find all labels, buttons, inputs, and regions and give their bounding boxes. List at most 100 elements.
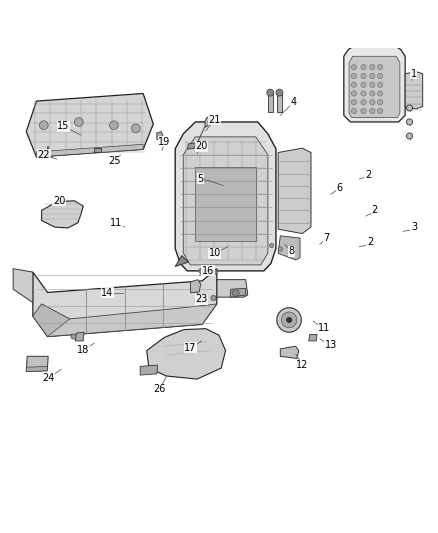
Circle shape (378, 108, 383, 114)
Text: 15: 15 (57, 122, 70, 131)
Circle shape (351, 91, 357, 96)
Polygon shape (33, 304, 217, 336)
Circle shape (281, 312, 297, 328)
Polygon shape (278, 236, 300, 260)
Circle shape (212, 269, 217, 274)
Text: 1: 1 (411, 69, 417, 79)
Circle shape (361, 108, 366, 114)
Polygon shape (231, 288, 246, 297)
Polygon shape (13, 269, 33, 303)
Polygon shape (26, 366, 47, 372)
Polygon shape (157, 132, 163, 140)
Circle shape (267, 89, 274, 96)
Circle shape (406, 119, 413, 125)
Text: 23: 23 (195, 294, 208, 304)
Text: 16: 16 (202, 266, 214, 276)
Circle shape (378, 82, 383, 87)
Circle shape (110, 121, 118, 130)
Polygon shape (203, 280, 248, 297)
Text: 13: 13 (325, 341, 337, 350)
Polygon shape (147, 329, 226, 379)
Text: 26: 26 (154, 384, 166, 394)
Circle shape (351, 82, 357, 87)
Circle shape (370, 91, 375, 96)
Polygon shape (191, 280, 201, 293)
Circle shape (361, 64, 366, 70)
Text: 5: 5 (198, 174, 204, 184)
Polygon shape (277, 93, 282, 112)
Circle shape (269, 243, 274, 248)
Circle shape (370, 108, 375, 114)
Polygon shape (405, 71, 423, 109)
Text: 11: 11 (110, 217, 122, 228)
Text: 19: 19 (158, 136, 170, 147)
Circle shape (232, 289, 239, 296)
Text: 25: 25 (109, 156, 121, 166)
Polygon shape (187, 143, 196, 149)
Circle shape (278, 247, 283, 251)
Circle shape (351, 74, 357, 78)
Text: 17: 17 (184, 343, 197, 352)
Text: 20: 20 (195, 141, 208, 151)
Circle shape (71, 334, 76, 339)
Polygon shape (36, 144, 143, 157)
Text: 10: 10 (208, 248, 221, 259)
Polygon shape (175, 255, 188, 266)
Polygon shape (33, 304, 70, 336)
Text: 24: 24 (42, 373, 54, 383)
Text: 2: 2 (371, 205, 378, 215)
Text: 22: 22 (38, 150, 50, 160)
Circle shape (378, 91, 383, 96)
Polygon shape (42, 201, 83, 228)
Polygon shape (349, 56, 400, 118)
Text: 4: 4 (290, 97, 297, 107)
Circle shape (361, 91, 366, 96)
Ellipse shape (179, 345, 198, 356)
Circle shape (361, 100, 366, 105)
Circle shape (361, 82, 366, 87)
Polygon shape (309, 334, 317, 341)
Text: 8: 8 (288, 246, 294, 256)
Circle shape (211, 295, 216, 301)
Circle shape (276, 89, 283, 96)
Circle shape (131, 124, 140, 133)
Polygon shape (175, 122, 276, 271)
Text: 12: 12 (296, 360, 308, 370)
Circle shape (378, 100, 383, 105)
Circle shape (378, 74, 383, 78)
Text: 11: 11 (318, 323, 330, 333)
Polygon shape (75, 332, 84, 341)
Circle shape (277, 308, 301, 332)
Circle shape (370, 82, 375, 87)
Circle shape (370, 74, 375, 78)
Text: 21: 21 (208, 115, 221, 125)
Circle shape (74, 118, 83, 126)
Circle shape (351, 108, 357, 114)
Text: 3: 3 (411, 222, 417, 232)
Circle shape (199, 268, 204, 273)
Circle shape (201, 295, 206, 301)
Circle shape (361, 74, 366, 78)
Polygon shape (183, 137, 268, 265)
Text: 7: 7 (323, 233, 329, 243)
Circle shape (351, 64, 357, 70)
Circle shape (286, 317, 292, 322)
Polygon shape (344, 45, 405, 122)
Text: 2: 2 (365, 169, 371, 180)
Text: 18: 18 (77, 345, 89, 355)
Circle shape (370, 100, 375, 105)
Polygon shape (268, 93, 273, 112)
Polygon shape (205, 117, 211, 127)
Text: 2: 2 (367, 237, 373, 247)
Circle shape (351, 100, 357, 105)
Polygon shape (280, 346, 299, 359)
Circle shape (406, 133, 413, 139)
Polygon shape (195, 167, 256, 241)
Circle shape (39, 121, 48, 130)
Polygon shape (26, 93, 153, 157)
Text: 14: 14 (101, 288, 113, 298)
Text: 20: 20 (53, 196, 65, 206)
Circle shape (406, 105, 413, 111)
Polygon shape (278, 148, 311, 233)
Circle shape (378, 64, 383, 70)
